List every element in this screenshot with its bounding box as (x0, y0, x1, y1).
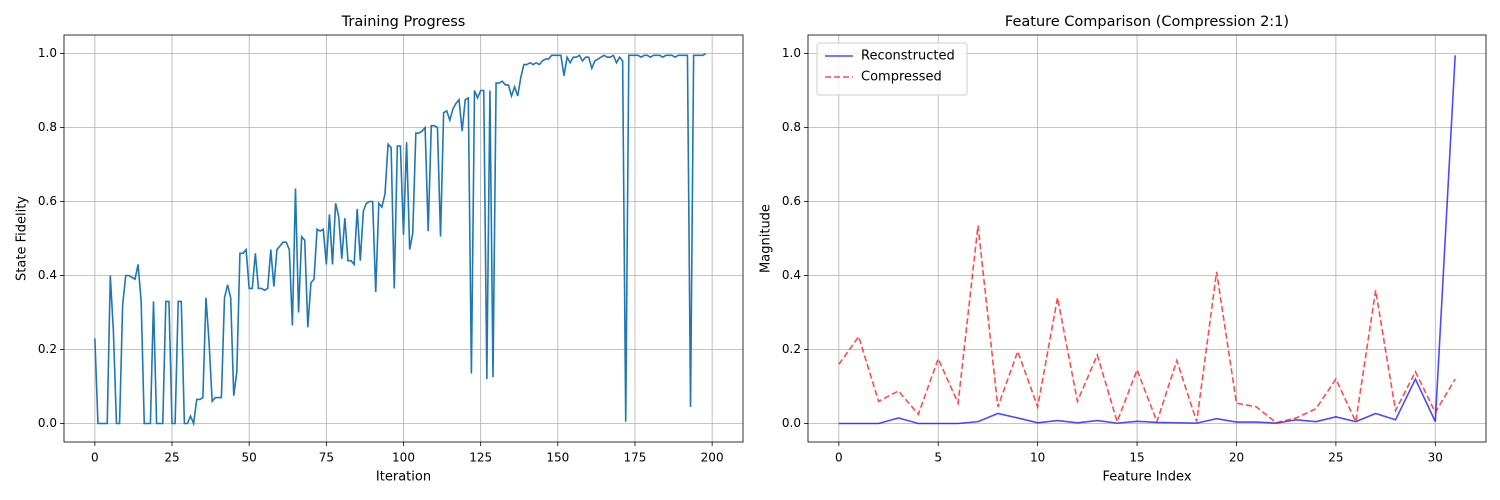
y-axis-label: Magnitude (759, 204, 774, 273)
x-tick-label: 10 (1030, 451, 1045, 465)
y-tick-label: 0.2 (38, 342, 57, 356)
y-tick-label: 0.4 (38, 268, 57, 282)
data-line (94, 52, 707, 427)
y-tick-label: 0.0 (38, 416, 57, 430)
chart-title: Feature Comparison (Compression 2:1) (1005, 14, 1289, 30)
axes-frame (807, 34, 1487, 443)
y-tick-label: 0.8 (782, 120, 801, 134)
x-tick-label: 200 (701, 451, 724, 465)
x-axis-label: Feature Index (1102, 470, 1191, 485)
x-tick-label: 175 (624, 451, 647, 465)
y-tick-label: 0.4 (782, 268, 801, 282)
x-tick-label: 125 (469, 451, 492, 465)
axes-frame (63, 34, 744, 443)
data-line (838, 55, 1456, 425)
x-tick-label: 20 (1229, 451, 1244, 465)
x-tick-label: 150 (546, 451, 569, 465)
legend-label: Compressed (861, 70, 942, 85)
y-tick-label: 1.0 (38, 46, 57, 60)
x-tick-label: 5 (934, 451, 942, 465)
y-tick-label: 0.6 (38, 194, 57, 208)
x-tick-label: 0 (835, 451, 843, 465)
x-tick-label: 75 (319, 451, 334, 465)
x-tick-label: 25 (164, 451, 179, 465)
y-tick-label: 0.0 (782, 416, 801, 430)
y-tick-label: 1.0 (782, 46, 801, 60)
y-tick-label: 0.6 (782, 194, 801, 208)
y-tick-label: 0.8 (38, 120, 57, 134)
data-line (838, 225, 1456, 425)
x-tick-label: 15 (1129, 451, 1144, 465)
x-tick-label: 25 (1328, 451, 1343, 465)
legend: Reconstructed Compressed (816, 42, 968, 96)
y-axis-label: State Fidelity (15, 196, 30, 281)
legend-label: Reconstructed (861, 49, 955, 64)
chart-title: Training Progress (341, 14, 466, 30)
x-tick-label: 30 (1428, 451, 1443, 465)
x-tick-label: 100 (392, 451, 415, 465)
x-axis-label: Iteration (376, 470, 431, 485)
y-tick-label: 0.2 (782, 342, 801, 356)
x-tick-label: 50 (242, 451, 257, 465)
x-tick-label: 0 (91, 451, 99, 465)
legend-frame (816, 42, 968, 96)
